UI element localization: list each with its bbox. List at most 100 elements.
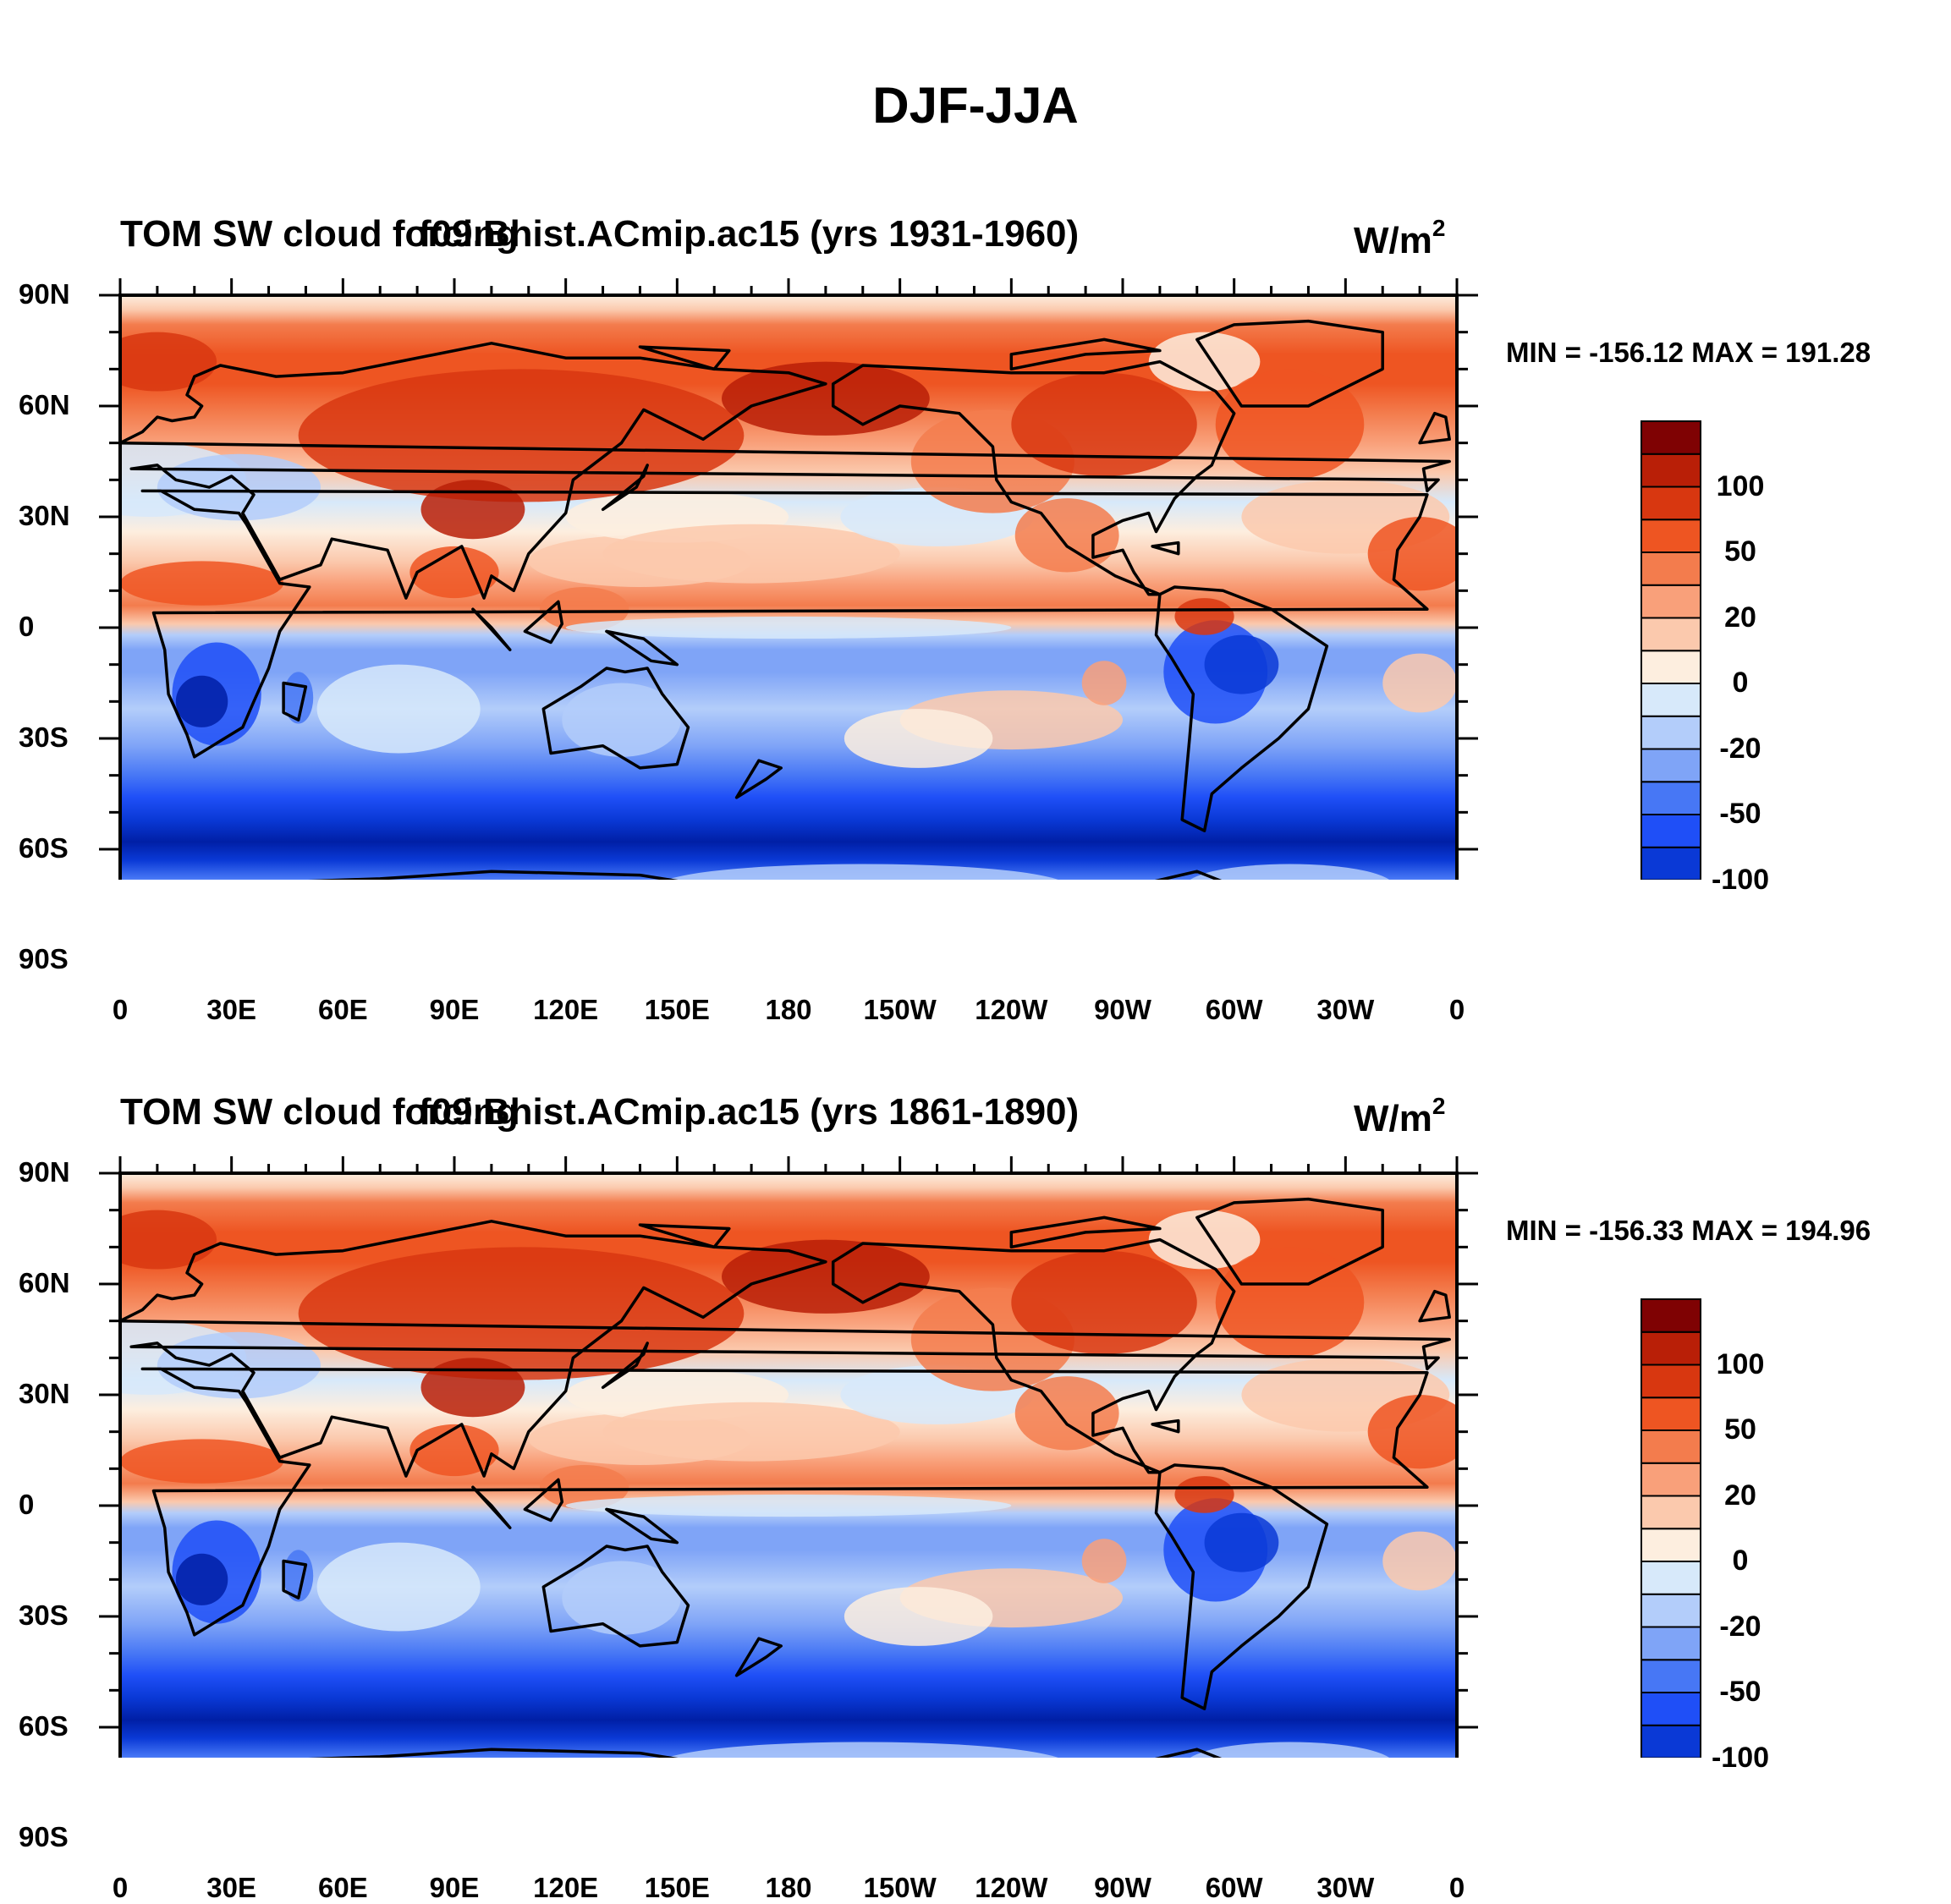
- coastline-13: [734, 759, 783, 799]
- field-region-0: [120, 332, 217, 392]
- lon-label: 150E: [644, 994, 710, 1025]
- colorbar-swatch-4: [1640, 781, 1701, 815]
- coastline-6: [307, 1748, 1223, 1758]
- lon-label: 120E: [533, 994, 599, 1025]
- map-field: [120, 295, 1457, 880]
- field-region-0: [120, 1210, 217, 1270]
- coastlines: [120, 1197, 1451, 1758]
- field-region-29: [1081, 1539, 1127, 1583]
- field-region-3: [120, 561, 284, 606]
- units-superscript: 2: [1432, 215, 1446, 241]
- coastline-2: [541, 1545, 690, 1648]
- units-label: W/m2: [1354, 215, 1445, 262]
- units-superscript: 2: [1432, 1093, 1446, 1119]
- lon-label: 60W: [1205, 1872, 1263, 1903]
- coastline-0: [140, 489, 1429, 759]
- lon-label: 0: [112, 994, 129, 1025]
- field-region-15: [602, 1402, 900, 1462]
- colorbar-swatch-8: [1640, 1528, 1701, 1562]
- field-region-22: [1215, 369, 1365, 480]
- colorbar-swatch-7: [1640, 1561, 1701, 1595]
- coastline-10: [471, 607, 512, 651]
- colorbar-label: 20: [1724, 601, 1756, 634]
- field-region-14: [562, 683, 681, 757]
- lat-label: 90N: [19, 1156, 70, 1188]
- field-region-20: [1011, 1250, 1197, 1354]
- min-max-label: MIN = -156.12 MAX = 191.28: [1506, 337, 1871, 368]
- field-region-34: [565, 616, 1012, 639]
- lat-label: 30S: [19, 1599, 69, 1631]
- field-region-8: [298, 369, 745, 502]
- colorbar-swatch-10: [1640, 1462, 1701, 1497]
- coastline-10: [471, 1485, 512, 1529]
- lat-label: 90S: [19, 943, 69, 974]
- colorbar-swatch-4: [1640, 1659, 1701, 1693]
- panel-title-right: f09.Bhist.ACmip.ac15 (yrs 1861-1890): [419, 1091, 1080, 1133]
- coastline-14: [638, 345, 731, 371]
- lon-label: 150W: [863, 1872, 937, 1903]
- coastline-16: [1151, 1418, 1180, 1434]
- coastline-9: [601, 464, 649, 512]
- field-region-31: [1382, 1531, 1457, 1591]
- lon-label: 90W: [1094, 1872, 1151, 1903]
- coastline-12: [605, 629, 679, 667]
- colorbar-label: 0: [1732, 667, 1749, 699]
- colorbar-swatch-9: [1640, 617, 1701, 652]
- colorbar-label: -50: [1719, 798, 1761, 830]
- field-region-5: [175, 1553, 228, 1605]
- colorbar-label: 100: [1716, 469, 1765, 502]
- lon-label: 60E: [317, 1872, 368, 1903]
- colorbar-label: 100: [1716, 1347, 1765, 1380]
- field-region-22: [1215, 1247, 1365, 1358]
- lon-label: 150W: [863, 994, 937, 1025]
- axis-ticks: [99, 1156, 1478, 1729]
- map-panel-2: TOM SW cloud forcing f09.Bhist.ACmip.ac1…: [0, 878, 1951, 1903]
- coastline-8: [282, 681, 308, 722]
- colorbar-swatch-6: [1640, 715, 1701, 750]
- field-region-24: [1367, 517, 1457, 591]
- lat-label: 30S: [19, 722, 69, 753]
- colorbar-swatch-13: [1640, 486, 1701, 521]
- field-region-20: [1011, 372, 1197, 476]
- colorbar-swatch-10: [1640, 584, 1701, 619]
- lat-label: 30N: [19, 1378, 70, 1409]
- coastline-15: [1009, 1215, 1162, 1249]
- colorbar-swatch-14: [1640, 453, 1701, 488]
- lon-label: 120W: [975, 994, 1048, 1025]
- units-text: W/m: [1354, 220, 1432, 261]
- colorbar-swatch-9: [1640, 1495, 1701, 1530]
- coastline-2: [541, 667, 690, 770]
- coastline-3: [831, 1237, 1236, 1474]
- colorbar-swatch-15: [1640, 420, 1701, 455]
- field-region-30: [844, 709, 993, 768]
- field-region-10: [409, 1424, 499, 1477]
- panel-title-right: f09.Bhist.ACmip.ac15 (yrs 1931-1960): [419, 213, 1080, 255]
- coastline-7: [1418, 1289, 1451, 1323]
- colorbar-label: -20: [1719, 1610, 1761, 1643]
- coastline-1: [120, 342, 1451, 600]
- coastline-11: [523, 1478, 564, 1523]
- colorbar-swatch-7: [1640, 683, 1701, 717]
- field-region-10: [409, 546, 499, 599]
- field-region-33: [1190, 864, 1389, 880]
- colorbar-swatch-2: [1640, 1724, 1701, 1758]
- field-region-26: [1204, 634, 1279, 694]
- field-region-16: [722, 1239, 930, 1314]
- lat-label: 0: [19, 611, 35, 642]
- colorbar-swatch-11: [1640, 1429, 1701, 1464]
- map-field: [120, 1173, 1457, 1758]
- field-region-14: [562, 1561, 681, 1635]
- colorbar-swatch-12: [1640, 519, 1701, 553]
- panel-title-left: TOM SW cloud forcing: [120, 1091, 519, 1133]
- lat-label: 60S: [19, 1710, 69, 1742]
- field-region-34: [565, 1494, 1012, 1517]
- lat-label: 0: [19, 1489, 35, 1520]
- colorbar-label: -50: [1719, 1676, 1761, 1708]
- field-region-33: [1190, 1742, 1389, 1758]
- coastlines: [120, 319, 1451, 880]
- coastline-6: [307, 870, 1223, 880]
- colorbar-swatch-5: [1640, 748, 1701, 783]
- lon-label: 90E: [429, 1872, 480, 1903]
- field-region-2: [157, 453, 321, 521]
- figure-title: DJF-JJA: [872, 77, 1079, 134]
